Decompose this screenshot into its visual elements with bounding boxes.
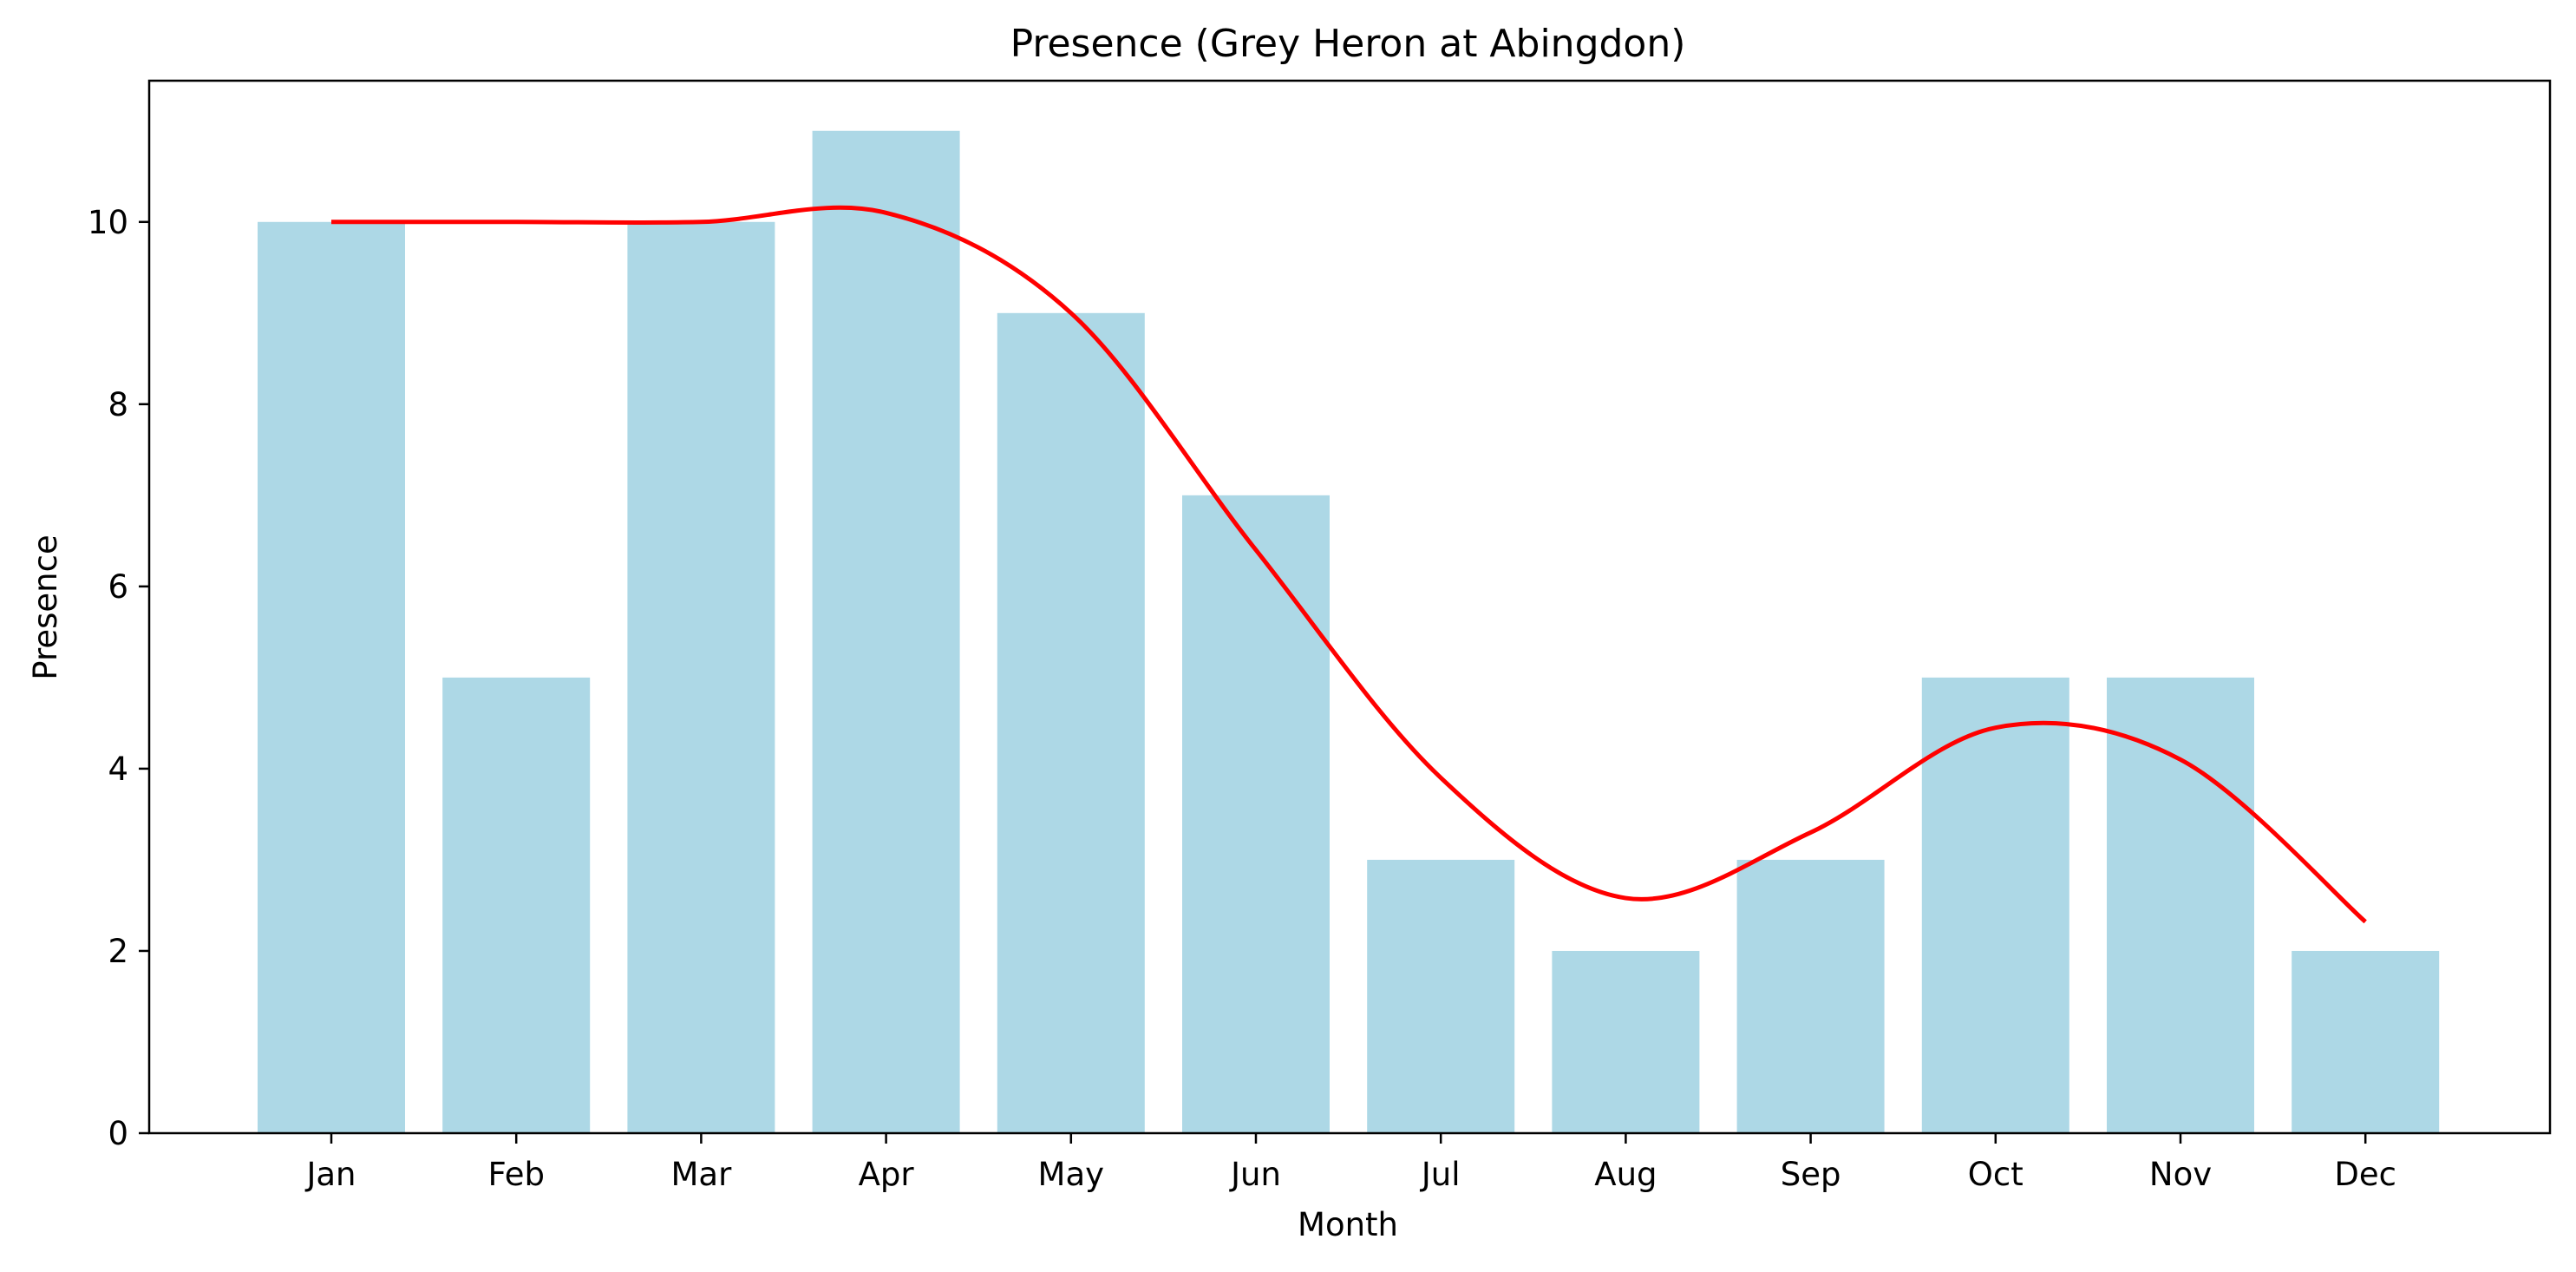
y-tick-label: 8: [108, 386, 128, 423]
plot-frame: [147, 79, 2552, 1135]
bar-aug: [1552, 950, 1700, 1133]
x-tick-label-jun: Jun: [1229, 1156, 1281, 1193]
bar-sep: [1736, 859, 1885, 1133]
bar-mar: [627, 221, 775, 1133]
x-tick-label-apr: Apr: [859, 1156, 915, 1193]
x-tick-label-aug: Aug: [1594, 1156, 1657, 1193]
bar-dec: [2292, 950, 2440, 1133]
y-tick-label: 6: [108, 568, 128, 606]
x-ticks: Jan Feb Mar Apr May Jun Jul Aug Sep Oct Nov Dec: [304, 1133, 2396, 1193]
trend-line: [330, 205, 2367, 924]
bar-nov: [2107, 677, 2254, 1133]
x-tick-label-dec: Dec: [2334, 1156, 2396, 1193]
bar-apr: [812, 130, 960, 1133]
y-tick-label: 10: [88, 204, 128, 241]
bars-layer: [258, 130, 2440, 1134]
y-tick-label: 4: [108, 751, 128, 788]
bar-feb: [442, 677, 591, 1133]
x-axis-label: Month: [1298, 1206, 1398, 1243]
x-tick-label-sep: Sep: [1781, 1156, 1841, 1193]
y-axis-label: Presence: [27, 534, 64, 679]
x-tick-label-jul: Jul: [1420, 1156, 1461, 1193]
bar-jul: [1367, 859, 1515, 1133]
x-tick-label-feb: Feb: [487, 1156, 545, 1193]
x-tick-label-jan: Jan: [304, 1156, 356, 1193]
y-tick-label: 2: [108, 933, 128, 970]
x-tick-label-nov: Nov: [2149, 1156, 2212, 1193]
bar-jan: [258, 221, 405, 1133]
y-tick-label: 0: [108, 1115, 128, 1152]
bar-oct: [1921, 677, 2069, 1133]
x-tick-label-may: May: [1038, 1156, 1105, 1193]
x-tick-label-oct: Oct: [1968, 1156, 2024, 1193]
bar-jun: [1182, 495, 1330, 1133]
y-ticks: 0 2 4 6 8 10: [88, 204, 149, 1152]
x-tick-label-mar: Mar: [670, 1156, 732, 1193]
chart-title: Presence (Grey Heron at Abingdon): [1010, 22, 1686, 66]
bar-may: [997, 312, 1145, 1134]
line-layer: [330, 205, 2367, 924]
